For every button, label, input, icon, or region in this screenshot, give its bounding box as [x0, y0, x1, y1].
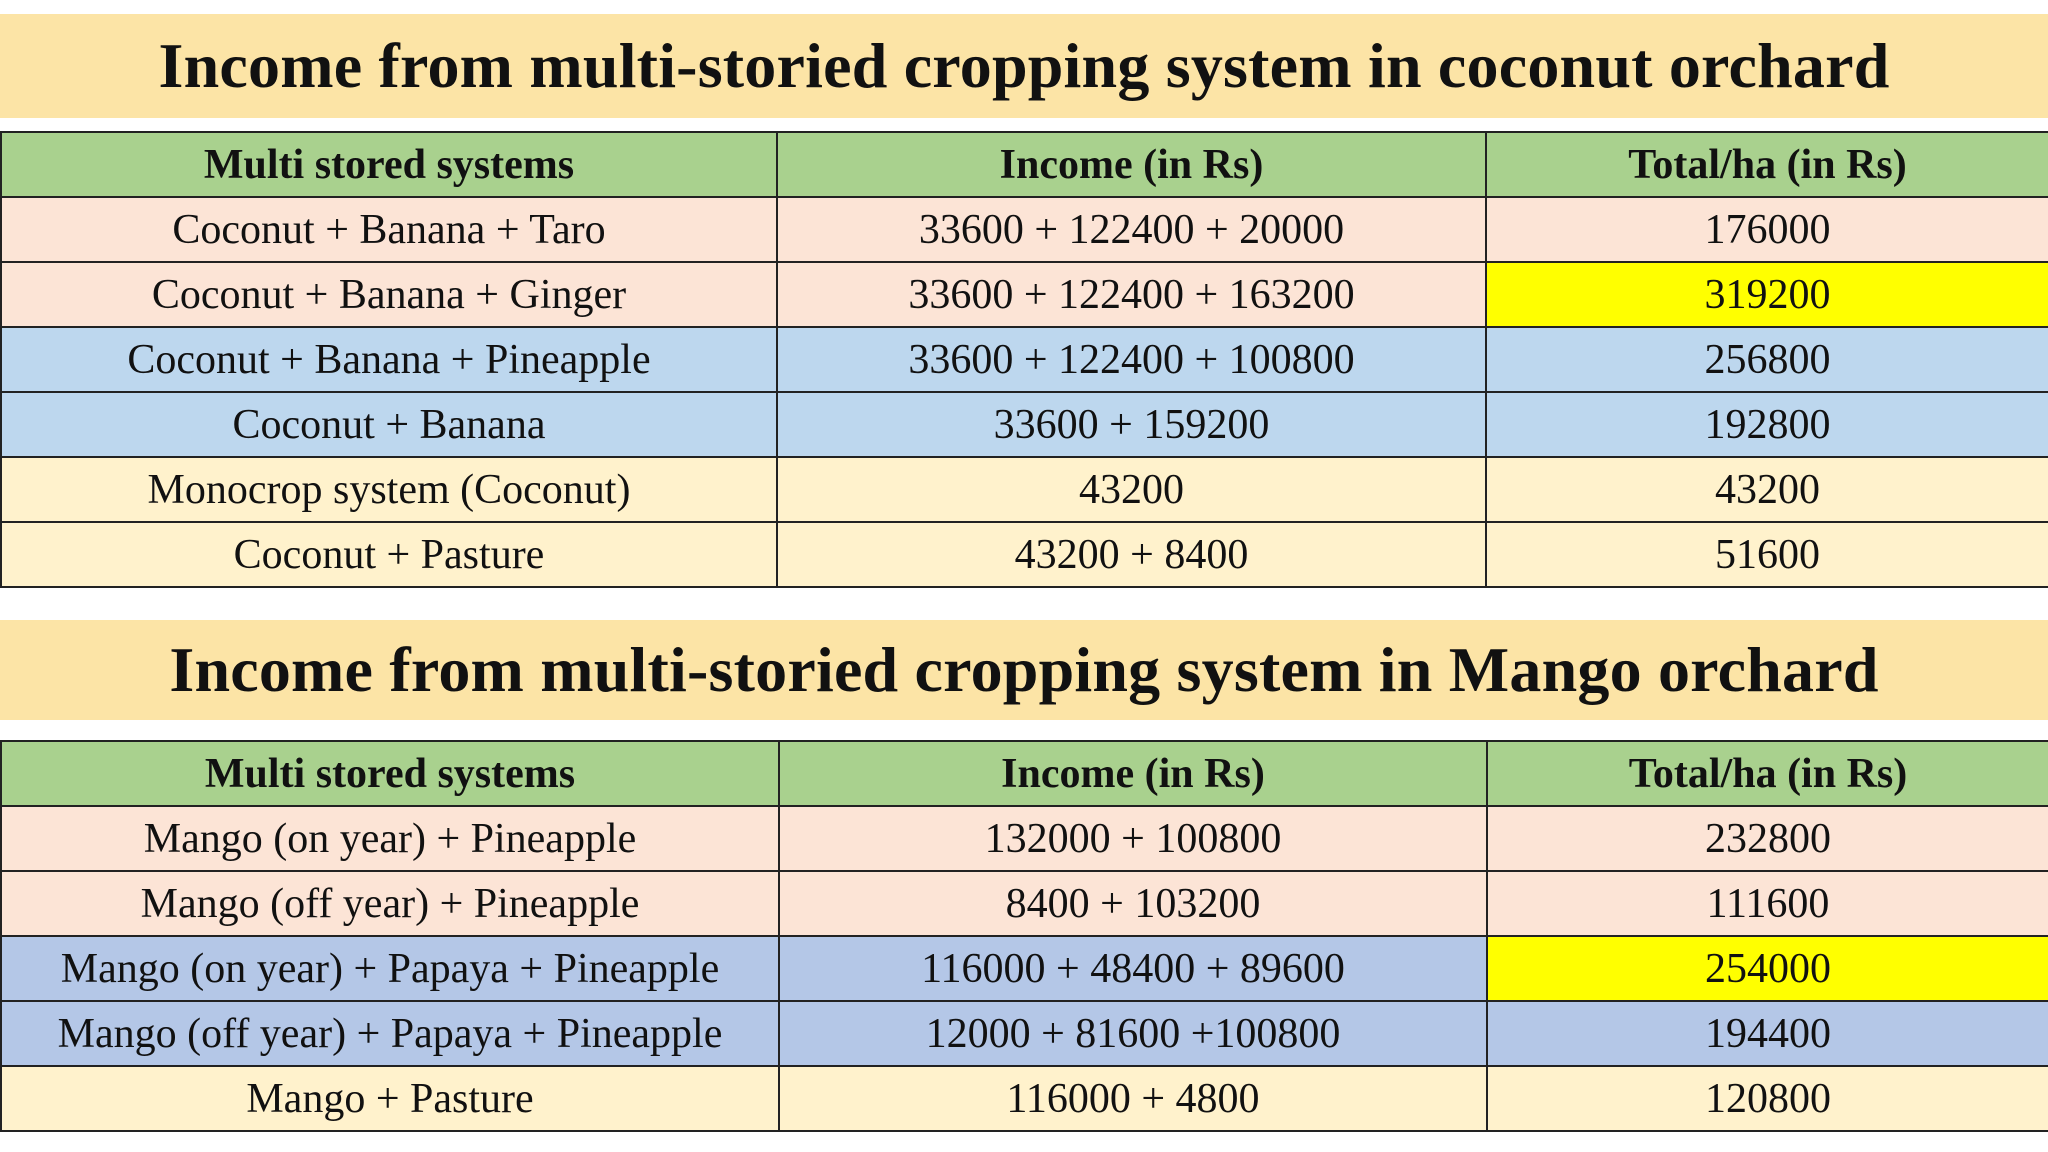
cell-system: Coconut + Banana + Pineapple [0, 326, 778, 393]
cell-system: Coconut + Banana + Ginger [0, 261, 778, 328]
table-row: Coconut + Banana + Ginger 33600 + 122400 … [0, 261, 2048, 328]
header-total: Total/ha (in Rs) [1486, 740, 2048, 807]
cell-system: Mango (off year) + Pineapple [0, 870, 780, 937]
cell-system: Mango (on year) + Papaya + Pineapple [0, 935, 780, 1002]
cell-total: 120800 [1486, 1065, 2048, 1132]
table-row: Mango (on year) + Pineapple 132000 + 1008… [0, 805, 2048, 872]
table-row: Coconut + Banana + Pineapple 33600 + 1224… [0, 326, 2048, 393]
table-row: Mango (off year) + Pineapple 8400 + 10320… [0, 870, 2048, 937]
table-header-row: Multi stored systems Income (in Rs) Total/… [0, 740, 2048, 807]
header-total: Total/ha (in Rs) [1485, 131, 2048, 198]
cell-total-highlight: 254000 [1486, 935, 2048, 1002]
cell-income: 33600 + 159200 [776, 391, 1487, 458]
mango-income-table: Multi stored systems Income (in Rs) Total/… [0, 740, 2048, 1132]
cell-total: 43200 [1485, 456, 2048, 523]
cell-income: 12000 + 81600 +100800 [778, 1000, 1488, 1067]
cell-system: Coconut + Banana + Taro [0, 196, 778, 263]
cell-income: 116000 + 48400 + 89600 [778, 935, 1488, 1002]
cell-income: 116000 + 4800 [778, 1065, 1488, 1132]
table-header-row: Multi stored systems Income (in Rs) Total/… [0, 131, 2048, 198]
cell-total: 256800 [1485, 326, 2048, 393]
cell-system: Monocrop system (Coconut) [0, 456, 778, 523]
cell-total: 111600 [1486, 870, 2048, 937]
cell-income: 33600 + 122400 + 100800 [776, 326, 1487, 393]
cell-total-highlight: 319200 [1485, 261, 2048, 328]
table-row: Monocrop system (Coconut) 43200 43200 [0, 456, 2048, 523]
table-row: Coconut + Banana 33600 + 159200 192800 [0, 391, 2048, 458]
cell-system: Mango (off year) + Papaya + Pineapple [0, 1000, 780, 1067]
cell-income: 33600 + 122400 + 163200 [776, 261, 1487, 328]
table-row: Mango + Pasture 116000 + 4800 120800 [0, 1065, 2048, 1132]
header-income: Income (in Rs) [776, 131, 1487, 198]
header-system: Multi stored systems [0, 740, 780, 807]
cell-income: 43200 + 8400 [776, 521, 1487, 588]
cell-income: 132000 + 100800 [778, 805, 1488, 872]
cell-total: 192800 [1485, 391, 2048, 458]
mango-table-title: Income from multi-storied cropping syste… [0, 620, 2048, 720]
cell-system: Coconut + Pasture [0, 521, 778, 588]
cell-total: 232800 [1486, 805, 2048, 872]
cell-system: Mango + Pasture [0, 1065, 780, 1132]
cell-system: Mango (on year) + Pineapple [0, 805, 780, 872]
cell-total: 176000 [1485, 196, 2048, 263]
cell-system: Coconut + Banana [0, 391, 778, 458]
coconut-table-title: Income from multi-storied cropping syste… [0, 14, 2048, 118]
table-row: Coconut + Banana + Taro 33600 + 122400 + … [0, 196, 2048, 263]
cell-income: 33600 + 122400 + 20000 [776, 196, 1487, 263]
table-row: Mango (off year) + Papaya + Pineapple 120… [0, 1000, 2048, 1067]
cell-total: 51600 [1485, 521, 2048, 588]
table-row: Mango (on year) + Papaya + Pineapple 1160… [0, 935, 2048, 1002]
cell-income: 8400 + 103200 [778, 870, 1488, 937]
coconut-income-table: Multi stored systems Income (in Rs) Total/… [0, 131, 2048, 588]
table-row: Coconut + Pasture 43200 + 8400 51600 [0, 521, 2048, 588]
cell-total: 194400 [1486, 1000, 2048, 1067]
cell-income: 43200 [776, 456, 1487, 523]
header-system: Multi stored systems [0, 131, 778, 198]
header-income: Income (in Rs) [778, 740, 1488, 807]
